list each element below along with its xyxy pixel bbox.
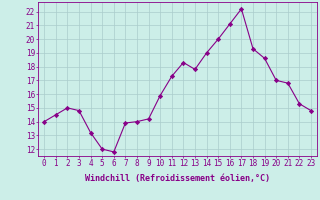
- X-axis label: Windchill (Refroidissement éolien,°C): Windchill (Refroidissement éolien,°C): [85, 174, 270, 183]
